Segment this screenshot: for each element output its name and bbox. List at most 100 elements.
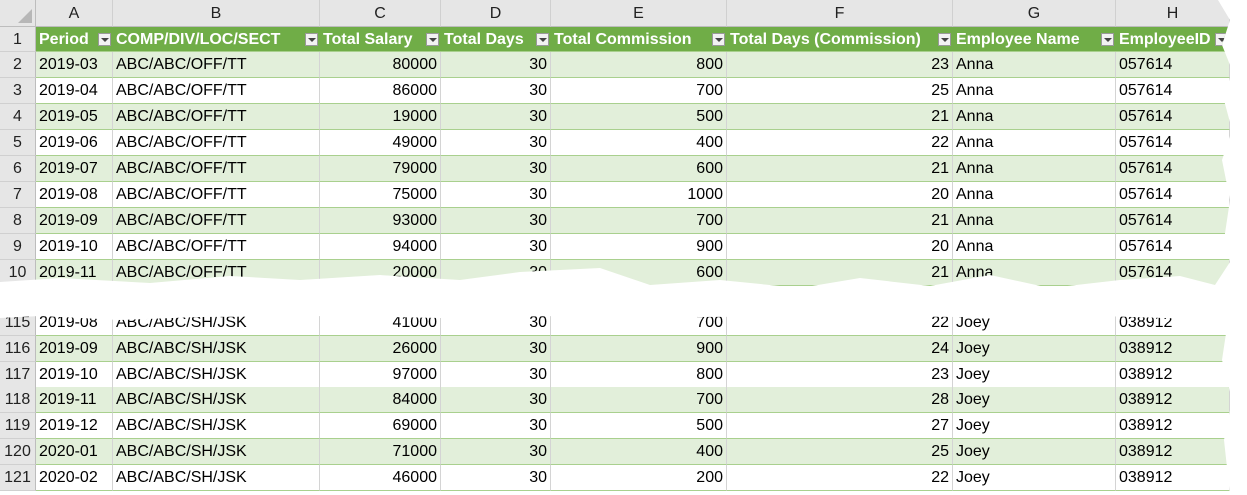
cell[interactable]: 038912	[1116, 387, 1230, 414]
cell[interactable]: 23	[727, 52, 953, 78]
cell[interactable]: 75000	[320, 182, 441, 208]
filter-dropdown-icon[interactable]	[938, 33, 951, 46]
cell[interactable]: Joey	[953, 413, 1116, 440]
cell[interactable]: Joey	[953, 335, 1116, 362]
cell[interactable]: 2020-02	[36, 464, 113, 491]
row-header[interactable]: 116	[0, 335, 36, 362]
cell[interactable]: 23	[727, 361, 953, 388]
cell[interactable]: Anna	[953, 208, 1116, 234]
cell[interactable]: 84000	[320, 387, 441, 414]
cell[interactable]: 1000	[551, 182, 727, 208]
cell[interactable]: ABC/ABC/SH/JSK	[113, 335, 320, 362]
cell[interactable]: 057614	[1116, 182, 1230, 208]
filter-dropdown-icon[interactable]	[426, 33, 439, 46]
cell[interactable]: 2019-06	[36, 130, 113, 156]
cell[interactable]: 800	[551, 52, 727, 78]
column-filter-header[interactable]: Total Salary	[320, 27, 441, 52]
column-header-g[interactable]: G	[953, 0, 1116, 27]
cell[interactable]: Anna	[953, 52, 1116, 78]
cell[interactable]: ABC/ABC/OFF/TT	[113, 182, 320, 208]
row-header[interactable]: 8	[0, 208, 36, 234]
cell[interactable]: 2019-07	[36, 156, 113, 182]
row-header[interactable]: 2	[0, 52, 36, 78]
cell[interactable]: 30	[441, 361, 551, 388]
cell[interactable]: Anna	[953, 78, 1116, 104]
cell[interactable]: 038912	[1116, 464, 1230, 491]
cell[interactable]: Joey	[953, 361, 1116, 388]
cell[interactable]: 19000	[320, 104, 441, 130]
cell[interactable]: 700	[551, 316, 727, 336]
cell[interactable]: 700	[551, 78, 727, 104]
filter-dropdown-icon[interactable]	[305, 33, 318, 46]
cell[interactable]: 2019-08	[36, 182, 113, 208]
cell[interactable]: 26000	[320, 335, 441, 362]
cell[interactable]: 21	[727, 104, 953, 130]
cell[interactable]: 038912	[1116, 361, 1230, 388]
cell[interactable]: ABC/ABC/SH/JSK	[113, 387, 320, 414]
cell[interactable]: 700	[551, 387, 727, 414]
cell[interactable]: Joey	[953, 316, 1116, 336]
cell[interactable]: 80000	[320, 52, 441, 78]
cell[interactable]: 30	[441, 52, 551, 78]
cell[interactable]: 400	[551, 439, 727, 465]
cell[interactable]: 500	[551, 413, 727, 440]
cell[interactable]: ABC/ABC/SH/JSK	[113, 413, 320, 440]
cell[interactable]: 22	[727, 464, 953, 491]
row-header[interactable]: 3	[0, 78, 36, 104]
cell[interactable]: ABC/ABC/OFF/TT	[113, 52, 320, 78]
cell[interactable]: Anna	[953, 234, 1116, 260]
row-header[interactable]: 4	[0, 104, 36, 130]
cell[interactable]: 2019-09	[36, 335, 113, 362]
cell[interactable]: 038912	[1116, 413, 1230, 440]
cell[interactable]: 900	[551, 335, 727, 362]
cell[interactable]: 30	[441, 316, 551, 336]
row-header[interactable]: 9	[0, 234, 36, 260]
cell[interactable]: 41000	[320, 316, 441, 336]
cell[interactable]: 057614	[1116, 78, 1230, 104]
cell[interactable]: 2019-11	[36, 387, 113, 414]
cell[interactable]: 21	[727, 156, 953, 182]
row-header[interactable]: 10	[0, 260, 36, 286]
cell[interactable]: 400	[551, 130, 727, 156]
cell[interactable]: 22	[727, 130, 953, 156]
filter-dropdown-icon[interactable]	[536, 33, 549, 46]
column-header-a[interactable]: A	[36, 0, 113, 27]
cell[interactable]: ABC/ABC/SH/JSK	[113, 464, 320, 491]
cell[interactable]: 94000	[320, 234, 441, 260]
cell[interactable]: 2019-10	[36, 234, 113, 260]
cell[interactable]: 71000	[320, 439, 441, 465]
column-filter-header[interactable]: Employee Name	[953, 27, 1116, 52]
cell[interactable]: ABC/ABC/OFF/TT	[113, 104, 320, 130]
column-header-d[interactable]: D	[441, 0, 551, 27]
column-header-e[interactable]: E	[551, 0, 727, 27]
cell[interactable]: 038912	[1116, 335, 1230, 362]
cell[interactable]: 038912	[1116, 439, 1230, 465]
row-header[interactable]: 121	[0, 464, 36, 491]
cell[interactable]: 30	[441, 182, 551, 208]
row-header[interactable]: 7	[0, 182, 36, 208]
cell[interactable]: 2020-01	[36, 439, 113, 465]
cell[interactable]: 28	[727, 387, 953, 414]
column-filter-header[interactable]: EmployeeID	[1116, 27, 1230, 52]
cell[interactable]: 25	[727, 78, 953, 104]
cell[interactable]: Joey	[953, 464, 1116, 491]
row-header[interactable]: 5	[0, 130, 36, 156]
cell[interactable]: 038912	[1116, 316, 1230, 336]
cell[interactable]: 057614	[1116, 104, 1230, 130]
column-header-h[interactable]: H	[1116, 0, 1230, 27]
filter-dropdown-icon[interactable]	[98, 33, 111, 46]
cell[interactable]: 79000	[320, 156, 441, 182]
cell[interactable]: 30	[441, 208, 551, 234]
cell[interactable]: 30	[441, 130, 551, 156]
cell[interactable]: 500	[551, 104, 727, 130]
cell[interactable]: 20	[727, 182, 953, 208]
cell[interactable]: ABC/ABC/OFF/TT	[113, 130, 320, 156]
cell[interactable]: 30	[441, 387, 551, 414]
cell[interactable]: 900	[551, 234, 727, 260]
cell[interactable]: 30	[441, 234, 551, 260]
cell[interactable]: ABC/ABC/OFF/TT	[113, 156, 320, 182]
cell[interactable]: 21	[727, 260, 953, 286]
cell[interactable]: 30	[441, 260, 551, 286]
cell[interactable]: 30	[441, 439, 551, 465]
cell[interactable]: 25	[727, 439, 953, 465]
